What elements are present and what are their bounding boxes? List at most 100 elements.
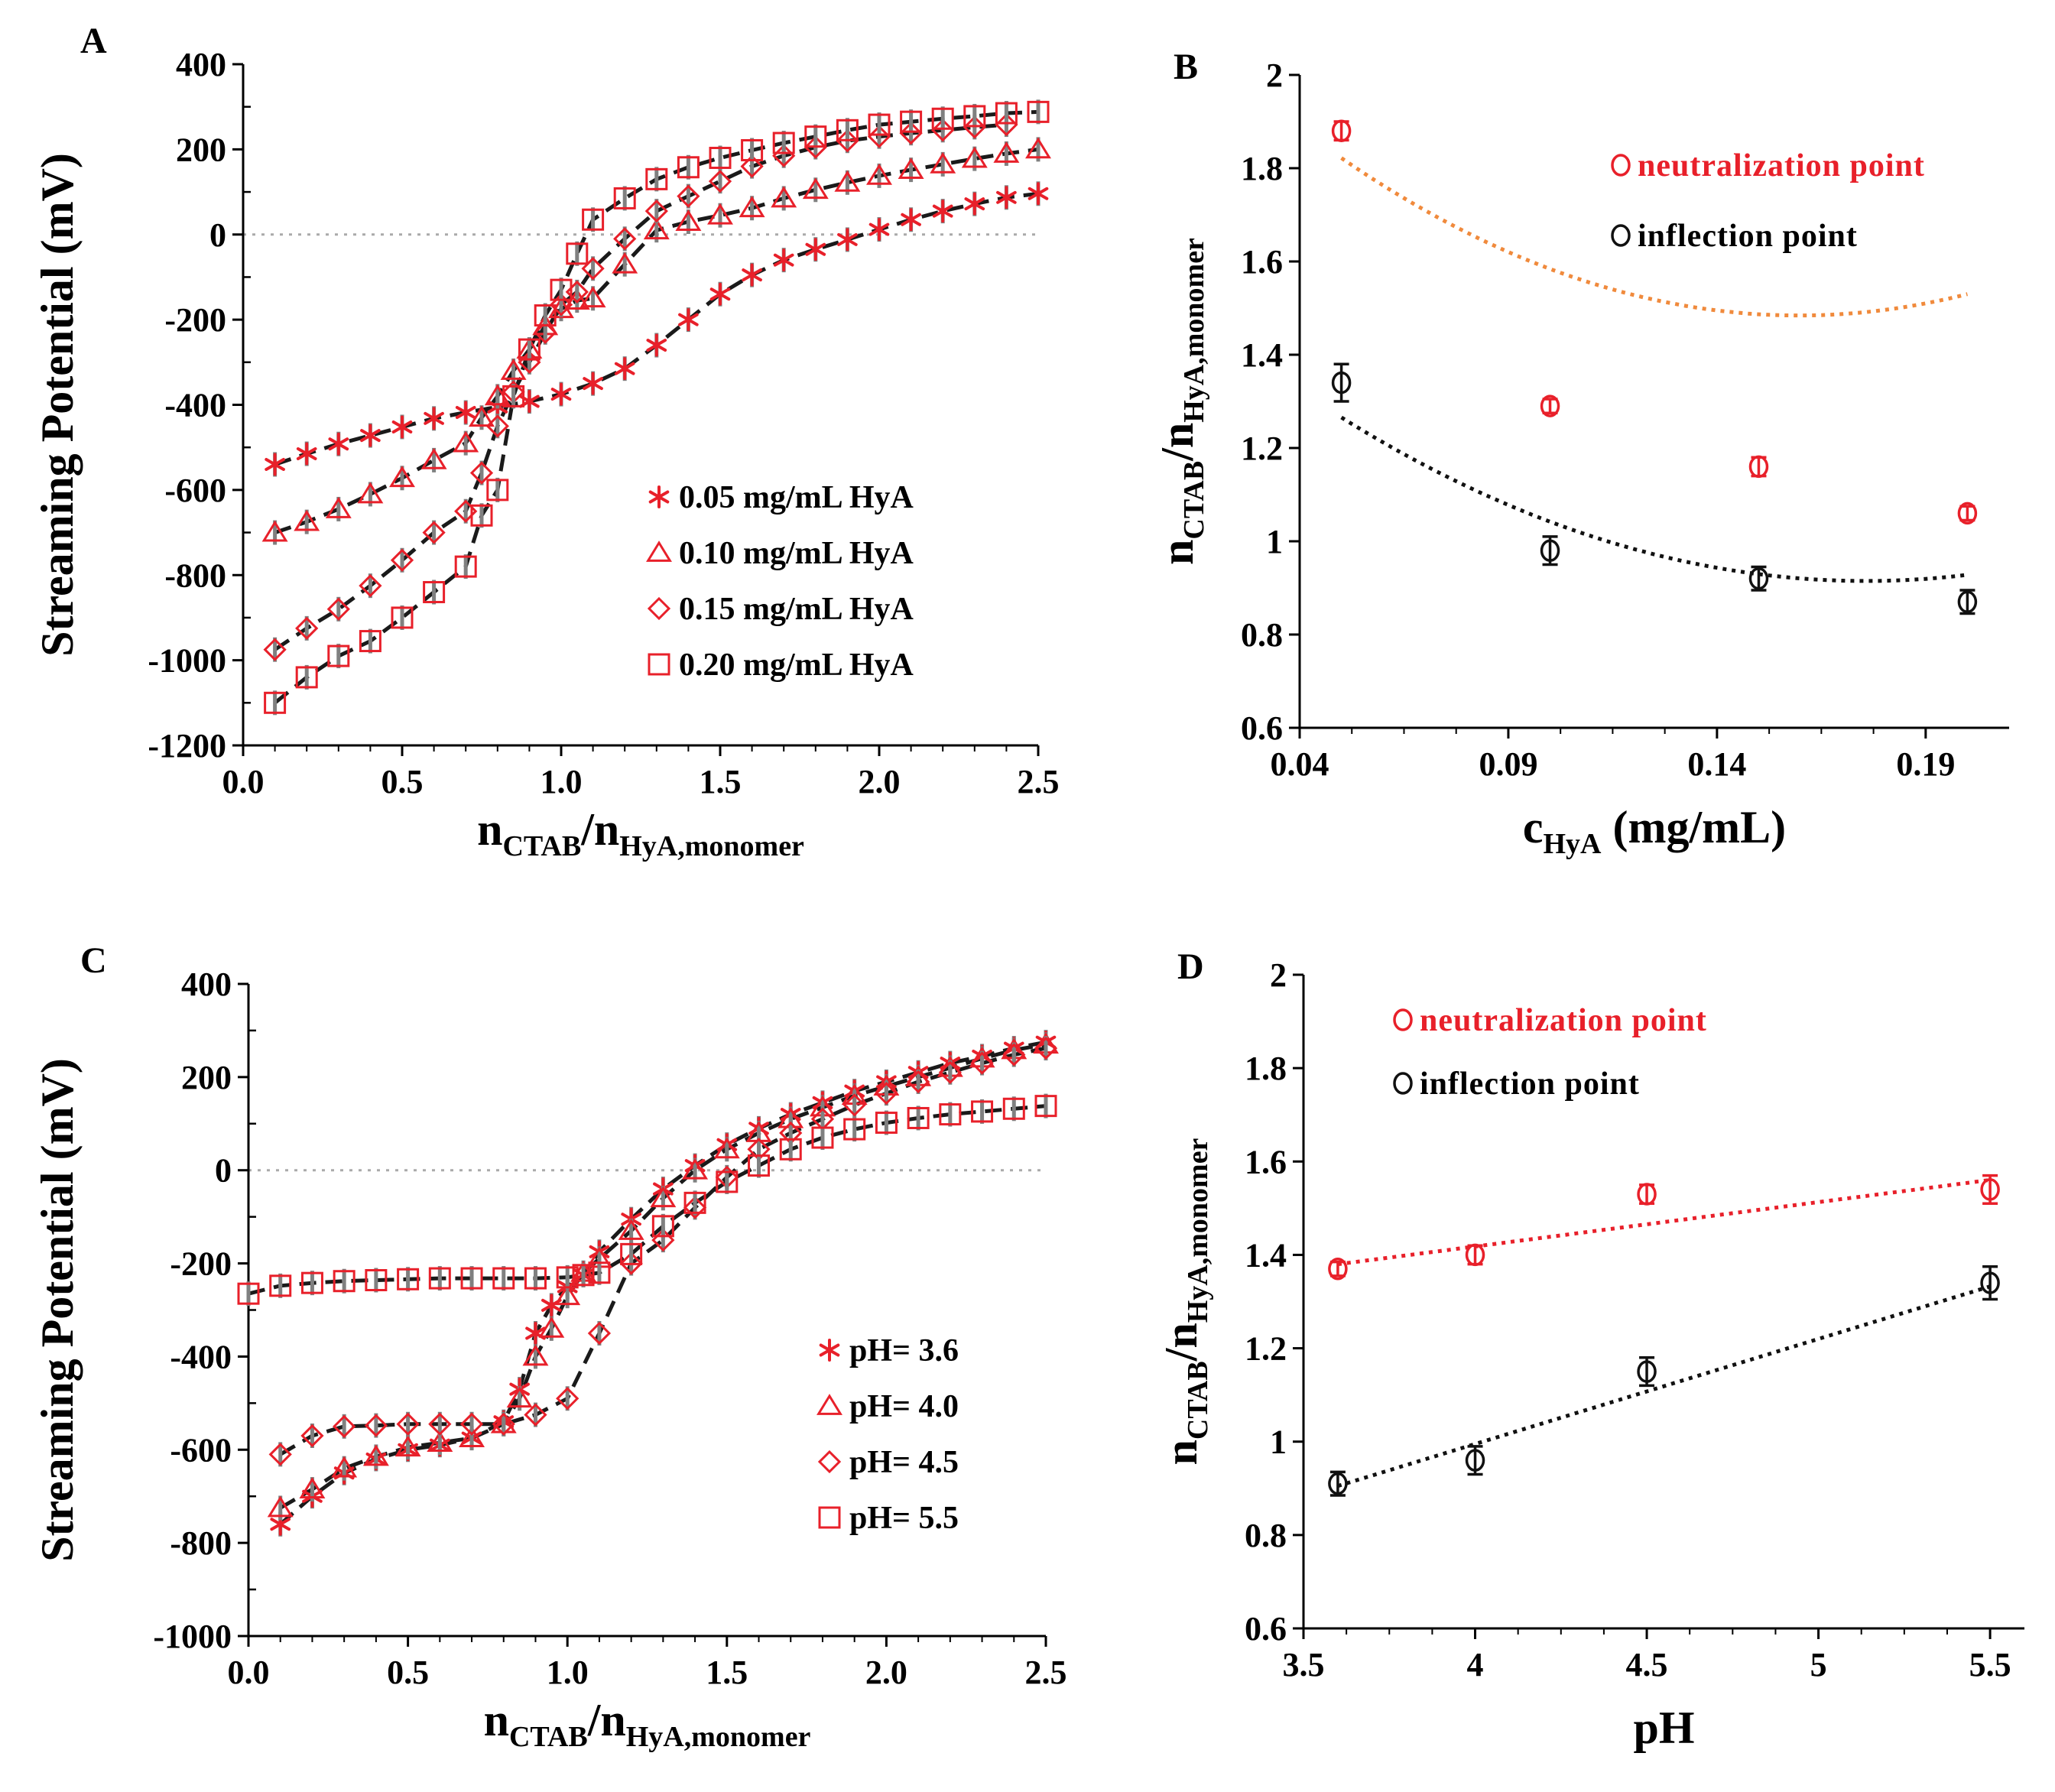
x-tick-label: 4	[1467, 1646, 1484, 1683]
data-point-series-2	[267, 1495, 294, 1518]
data-point-series-4	[588, 1261, 611, 1284]
data-point-series-2	[394, 1435, 421, 1457]
data-point-series-4	[391, 606, 414, 629]
data-point-series-4	[995, 102, 1018, 125]
y-axis-title-part: n	[1152, 540, 1203, 565]
x-tick-label: 2.0	[859, 763, 901, 800]
y-tick-label: 1.2	[1245, 1330, 1287, 1368]
x-tick-label: 0.04	[1271, 745, 1329, 783]
data-point-series-1-stroke	[360, 429, 381, 443]
data-point-series-4	[264, 691, 287, 714]
legend-marker-2	[1611, 224, 1631, 247]
x-axis-title-part: (mg/mL)	[1602, 802, 1787, 852]
legend-marker-2	[1393, 1072, 1413, 1095]
x-tick-label: 2.5	[1025, 1654, 1067, 1691]
legend-label-1: 0.05 mg/mL HyA	[679, 480, 914, 515]
data-point-series-1-stroke	[901, 213, 921, 226]
data-point-series-4	[1027, 100, 1050, 123]
data-point-series-1-stroke	[296, 447, 317, 461]
legend-marker-1	[819, 1339, 840, 1362]
data-point-series-4	[550, 278, 573, 301]
data-point-series-4	[566, 242, 589, 265]
legend-marker-4	[648, 653, 670, 676]
data-point-series-3	[587, 1321, 612, 1346]
y-tick-label: 1.2	[1241, 430, 1283, 467]
data-point-series-1	[1540, 394, 1560, 417]
data-point-series-2	[739, 196, 765, 218]
data-point-series-4	[804, 125, 827, 148]
data-point-series-1	[709, 282, 731, 306]
x-axis-title-part: HyA,monomer	[619, 830, 804, 862]
legend-label-4: pH= 5.5	[849, 1501, 959, 1536]
data-point-series-2	[612, 252, 638, 274]
data-point-series-3	[613, 227, 637, 251]
data-point-series-4	[741, 138, 764, 161]
data-point-series-1	[1637, 1183, 1657, 1206]
y-tick-label: -1000	[148, 642, 226, 680]
data-point-series-1-stroke	[525, 1326, 546, 1340]
panel-b: B 2 1.8 1.6 1.4 1.2 1 0.8 0.60.04 0.09 0.14 0.19 nCT…	[1152, 47, 2009, 860]
data-point-series-2	[1328, 1472, 1348, 1495]
data-point-series-1	[932, 200, 953, 223]
data-point-series-1	[1028, 182, 1049, 206]
data-point-series-1-stroke	[391, 420, 413, 433]
legend-label-2: pH= 4.0	[849, 1389, 959, 1424]
data-point-series-4	[900, 110, 923, 133]
data-point-series-4	[645, 167, 668, 190]
data-point-series-3	[326, 597, 350, 621]
data-point-series-4	[423, 581, 446, 604]
data-point-series-3	[359, 574, 382, 598]
legend-marker-2	[646, 541, 672, 562]
fit-curve-4	[248, 1104, 1047, 1296]
data-point-series-1	[837, 228, 858, 252]
data-point-series-2	[675, 209, 702, 231]
data-point-series-3	[268, 1443, 292, 1466]
data-point-series-4	[875, 1112, 898, 1135]
y-tick-label: 1.8	[1245, 1050, 1287, 1087]
data-point-series-3	[644, 200, 668, 223]
data-point-series-2	[554, 1284, 581, 1306]
data-point-series-1	[424, 407, 444, 430]
x-axis-title-part: HyA,monomer	[626, 1721, 811, 1753]
legend-label-4: 0.20 mg/mL HyA	[679, 648, 914, 683]
data-point-series-3	[485, 414, 509, 438]
trend-line-2	[1340, 415, 1968, 583]
data-point-series-4	[365, 1269, 388, 1292]
data-point-series-1	[1748, 455, 1769, 479]
data-point-series-2	[459, 1426, 485, 1447]
data-point-series-4	[492, 1267, 515, 1290]
data-point-series-4	[613, 187, 636, 209]
data-point-series-1	[805, 238, 826, 261]
data-point-series-3	[422, 521, 446, 544]
data-point-series-2	[331, 1456, 358, 1478]
legend-label-3: 0.15 mg/mL HyA	[679, 592, 914, 627]
data-point-series-2	[389, 466, 415, 488]
data-point-series-1	[1957, 502, 1978, 525]
y-tick-label: 0.8	[1245, 1517, 1287, 1554]
data-point-series-2	[420, 448, 447, 469]
data-point-series-2	[618, 1219, 644, 1240]
x-tick-label: 1.0	[547, 1654, 589, 1691]
y-axis-title-part: HyA,monomer	[1182, 1138, 1214, 1323]
y-tick-label: -600	[170, 1431, 232, 1469]
data-point-series-4	[333, 1270, 355, 1293]
y-tick-label: 0	[215, 1152, 232, 1190]
data-point-series-1	[1980, 1178, 2000, 1201]
y-tick-label: -400	[164, 387, 226, 424]
data-point-series-1	[265, 453, 285, 476]
data-point-series-3	[619, 1251, 643, 1275]
data-point-series-1	[550, 382, 572, 406]
legend-marker-2	[816, 1394, 842, 1415]
x-axis-title-part: CTAB	[502, 830, 581, 862]
legend-label-2: 0.10 mg/mL HyA	[679, 536, 914, 571]
data-point-series-2	[650, 1186, 677, 1208]
legend-marker-1	[648, 485, 670, 508]
y-tick-label: 0.6	[1245, 1610, 1287, 1648]
data-point-series-1	[1465, 1243, 1485, 1267]
data-point-series-3	[938, 1060, 962, 1084]
y-tick-label: 1.4	[1241, 336, 1283, 374]
data-point-series-3	[677, 184, 700, 208]
legend-label-2: inflection point	[1638, 219, 1858, 254]
data-point-series-1	[583, 372, 603, 395]
